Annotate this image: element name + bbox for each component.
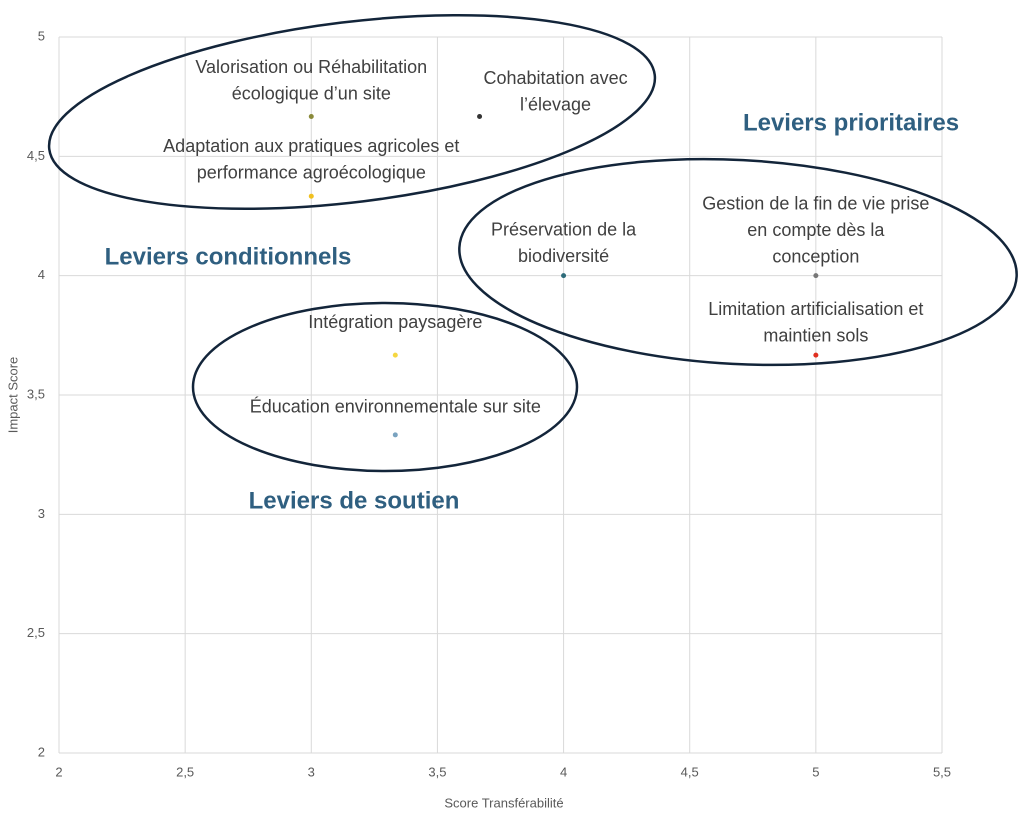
point (308, 113, 314, 119)
point-label: Adaptation aux pratiques agricoles et (163, 136, 459, 156)
point-label: Limitation artificialisation et (708, 299, 923, 319)
point-label: Gestion de la fin de vie prise (702, 193, 929, 213)
point-label: l’élevage (520, 95, 591, 115)
x-tick-label: 5,5 (933, 764, 951, 779)
point (392, 432, 398, 438)
group-ellipse (191, 301, 579, 473)
y-tick-label: 3,5 (27, 386, 45, 401)
x-tick-label: 4 (560, 764, 567, 779)
y-tick-label: 5 (38, 28, 45, 43)
y-tick-label: 3 (38, 506, 45, 521)
x-tick-label: 2 (55, 764, 62, 779)
x-tick-label: 5 (812, 764, 819, 779)
point (308, 193, 314, 199)
group-label: Leviers prioritaires (743, 109, 959, 136)
point-label: Cohabitation avec (484, 68, 628, 88)
point-label: Intégration paysagère (308, 312, 482, 332)
point-label: performance agroécologique (197, 162, 426, 182)
point-label: en compte dès la (747, 220, 885, 240)
y-tick-label: 4,5 (27, 148, 45, 163)
group-ellipse (47, 13, 657, 211)
group-label: Leviers conditionnels (105, 243, 352, 270)
point (392, 352, 398, 358)
point-label: Éducation environnementale sur site (250, 397, 541, 417)
y-tick-label: 2,5 (27, 625, 45, 640)
point-label: biodiversité (518, 246, 609, 266)
point (477, 113, 483, 119)
point (561, 273, 567, 279)
point-label: conception (772, 246, 859, 266)
x-tick-label: 4,5 (681, 764, 699, 779)
group-label: Leviers de soutien (249, 487, 460, 514)
point (813, 273, 819, 279)
x-tick-label: 3 (308, 764, 315, 779)
point-label: Valorisation ou Réhabilitation (195, 57, 427, 77)
y-tick-label: 2 (38, 744, 45, 759)
x-axis-title: Score Transférabilité (444, 795, 563, 810)
y-axis-title: Impact Score (5, 357, 20, 434)
y-tick-label: 4 (38, 267, 45, 282)
x-tick-label: 3,5 (428, 764, 446, 779)
point-label: écologique d’un site (232, 84, 391, 104)
point (813, 352, 819, 358)
x-tick-label: 2,5 (176, 764, 194, 779)
group-ellipse (458, 157, 1018, 367)
point-label: Préservation de la (491, 219, 637, 239)
point-label: maintien sols (763, 325, 868, 345)
